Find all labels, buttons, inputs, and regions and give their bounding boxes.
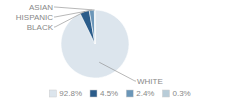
slice-label: ASIAN <box>29 3 53 12</box>
chart: ASIANHISPANICBLACK WHITE 92.8% 4.5% 2.4% 0.3% <box>0 0 240 100</box>
slice-label: BLACK <box>27 23 54 32</box>
legend: 92.8% 4.5% 2.4% 0.3% <box>49 89 190 98</box>
slice-labels: ASIANHISPANICBLACK WHITE <box>16 3 163 86</box>
pie-slice <box>94 10 96 44</box>
pie-slice <box>89 10 95 44</box>
leader-line <box>99 62 136 81</box>
leader-line <box>54 10 92 17</box>
legend-swatch <box>90 90 97 97</box>
legend-swatch <box>126 90 133 97</box>
legend-swatch <box>162 90 169 97</box>
leader-line <box>54 7 95 10</box>
pie-slice <box>80 10 95 44</box>
legend-swatch <box>49 90 56 97</box>
legend-label: 4.5% <box>100 89 118 98</box>
legend-label: 2.4% <box>136 89 154 98</box>
slice-label: WHITE <box>137 77 163 86</box>
slices <box>61 10 129 78</box>
pie-slice <box>61 10 129 78</box>
legend-label: 0.3% <box>172 89 190 98</box>
slice-label: HISPANIC <box>16 13 53 22</box>
legend-label: 92.8% <box>59 89 82 98</box>
leader-line <box>54 12 85 27</box>
